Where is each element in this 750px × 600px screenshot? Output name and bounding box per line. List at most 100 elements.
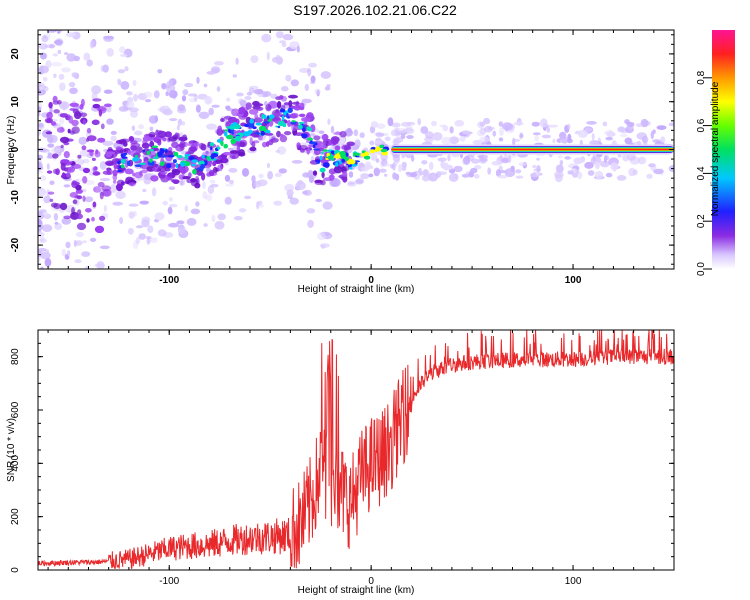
heatmap-ridge-blob (86, 138, 90, 142)
heatmap-noise-blob (495, 169, 502, 177)
heatmap-ridge-blob (132, 172, 136, 177)
heatmap-core-blob (290, 121, 297, 125)
heatmap-ridge-blob (44, 117, 54, 124)
heatmap-noise-blob (239, 99, 247, 107)
heatmap-noise-blob (165, 91, 169, 97)
heatmap-ridge-blob (150, 175, 159, 182)
heatmap-ridge-blob (264, 132, 274, 136)
heatmap-noise-blob (286, 189, 294, 197)
heatmap-noise-blob (91, 0, 101, 3)
heatmap-noise-blob (168, 197, 173, 202)
heatmap-noise-blob (195, 104, 201, 113)
heatmap-ridge-blob (262, 141, 267, 148)
heatmap-noise-blob (546, 126, 551, 133)
heatmap-noise-blob (253, 88, 264, 95)
heatmap-noise-blob (552, 138, 556, 144)
colorbar: 0.0 0.2 0.4 0.6 0.8 Normalized spectral ampl… (696, 30, 735, 276)
snr-panel: -100 0 100 0 200 400 600 800 Height of straight… (6, 329, 675, 596)
heatmap-noise-blob (35, 283, 41, 290)
heatmap-ridge-blob (214, 159, 223, 164)
heatmap-noise-blob (261, 33, 272, 43)
heatmap-noise-blob (75, 231, 84, 238)
heatmap-ridge-blob (287, 119, 291, 128)
heatmap-noise-blob (110, 130, 117, 135)
heatmap-core-blob (223, 143, 228, 149)
heatmap-noise-blob (353, 129, 359, 137)
heatmap-noise-blob (228, 147, 234, 151)
heatmap-noise-blob (54, 313, 58, 319)
heatmap-ridge-blob (130, 145, 138, 151)
heatmap-ridge-blob (80, 98, 85, 107)
heatmap-noise-blob (210, 66, 221, 74)
heatmap-core-blob (138, 162, 146, 165)
heatmap-ridge-blob (158, 173, 166, 179)
heatmap-noise-blob (428, 161, 434, 171)
heatmap-ridge-blob (45, 131, 53, 135)
heatmap-core-blob (308, 141, 317, 145)
heatmap-core-blob (217, 146, 221, 150)
heatmap-noise-blob (421, 160, 428, 165)
heatmap-core-blob (282, 123, 287, 128)
heatmap-noise-blob (656, 125, 667, 130)
heatmap-noise-blob (204, 95, 213, 105)
heatmap-noise-blob (436, 171, 448, 175)
heatmap-noise-blob (302, 172, 310, 178)
heatmap-noise-blob (58, 73, 65, 80)
heatmap-noise-blob (226, 97, 231, 102)
heatmap-noise-blob (389, 163, 395, 169)
heatmap-noise-blob (176, 220, 185, 225)
heatmap-noise-blob (229, 179, 234, 185)
heatmap-noise-blob (373, 167, 380, 177)
heatmap-noise-blob (86, 59, 93, 67)
heatmap-noise-blob (142, 188, 147, 193)
heatmap-noise-blob (115, 190, 126, 199)
heatmap-ridge-blob (82, 119, 86, 126)
heatmap-noise-blob (132, 79, 137, 87)
heatmap-noise-blob (420, 126, 429, 134)
heatmap-noise-blob (498, 137, 504, 142)
heatmap-ridge-blob (93, 186, 102, 193)
heatmap-ridge-blob (56, 100, 62, 105)
heatmap-noise-blob (447, 153, 451, 162)
heatmap-core-blob (121, 156, 128, 159)
heatmap-ridge-blob (249, 146, 257, 152)
spectrogram-ytick-label: 10 (10, 96, 21, 108)
heatmap-core-blob (209, 142, 214, 147)
heatmap-noise-blob (308, 175, 315, 184)
heatmap-noise-blob (120, 53, 128, 58)
heatmap-noise-blob (177, 118, 183, 126)
heatmap-noise-blob (262, 91, 272, 97)
heatmap-noise-blob (401, 161, 407, 169)
heatmap-noise-blob (314, 88, 321, 95)
heatmap-noise-blob (149, 126, 154, 131)
heatmap-noise-blob (157, 69, 163, 74)
heatmap-noise-blob (454, 119, 465, 127)
heatmap-ridge-blob (166, 176, 172, 181)
heatmap-noise-blob (46, 30, 57, 33)
heatmap-ridge-blob (212, 161, 217, 167)
heatmap-noise-blob (186, 217, 197, 226)
heatmap-noise-blob (387, 117, 394, 127)
heatmap-ridge-blob (288, 94, 298, 99)
heatmap-ridge-blob (53, 109, 60, 114)
heatmap-ridge-blob (97, 181, 105, 188)
heatmap-noise-blob (628, 167, 636, 177)
heatmap-noise-blob (63, 184, 71, 188)
heatmap-ridge-blob (76, 222, 87, 231)
heatmap-noise-blob (513, 122, 524, 126)
heatmap-core-blob (287, 107, 293, 114)
heatmap-ridge-blob (69, 130, 75, 135)
heatmap-core-blob (228, 128, 232, 134)
heatmap-noise-blob (47, 305, 55, 312)
snr-ytick-label: 400 (10, 455, 21, 472)
heatmap-noise-blob (188, 93, 197, 97)
heatmap-ridge-blob (291, 101, 300, 105)
heatmap-noise-blob (39, 0, 48, 3)
heatmap-core-blob (224, 131, 228, 137)
heatmap-ridge-blob (46, 170, 53, 174)
heatmap-noise-blob (168, 186, 176, 190)
heatmap-noise-blob (314, 128, 320, 133)
heatmap-core-blob (319, 155, 323, 161)
heatmap-noise-blob (492, 130, 497, 137)
